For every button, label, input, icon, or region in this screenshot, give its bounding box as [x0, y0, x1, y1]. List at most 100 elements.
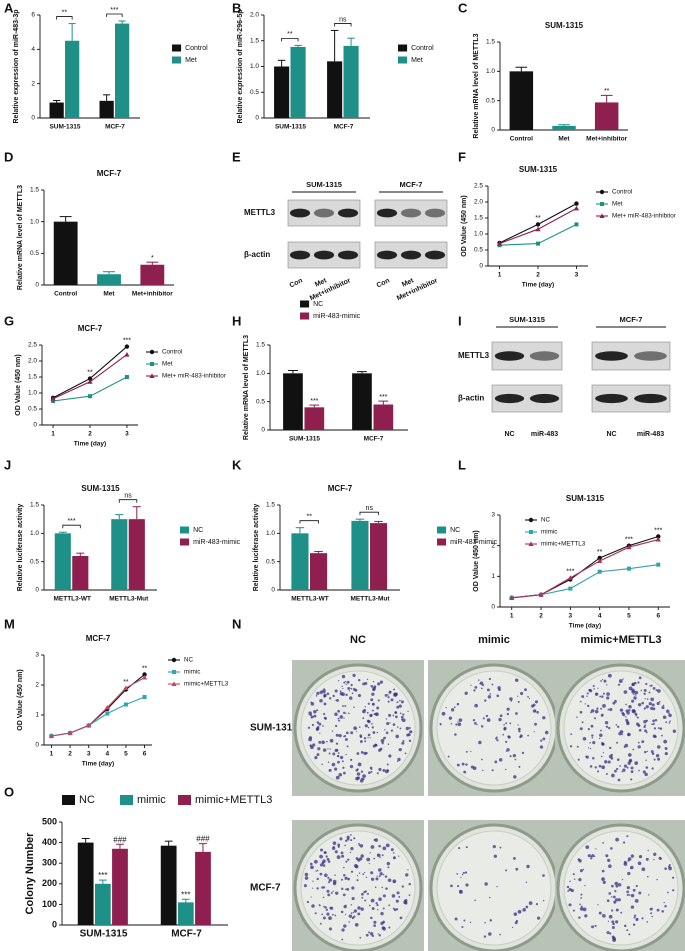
colony [470, 750, 472, 753]
x-axis-label: Time (day) [82, 761, 114, 768]
colony [397, 757, 401, 762]
y-axis-label: Relative mRNA level of METTL3 [17, 185, 24, 290]
colony [393, 880, 396, 883]
colony [615, 908, 619, 912]
x-tick-label: METTL3-WT [53, 596, 91, 603]
colony [388, 904, 391, 907]
point [538, 592, 544, 597]
colony [345, 683, 347, 686]
colony [402, 740, 405, 743]
bar [72, 556, 89, 590]
colony [601, 695, 604, 698]
colony [578, 859, 582, 863]
colony [585, 755, 589, 759]
colony [654, 719, 658, 722]
colony [606, 931, 610, 935]
colony [652, 687, 656, 690]
colony [666, 709, 670, 714]
colony [341, 705, 344, 707]
colony [652, 722, 655, 725]
colony [445, 706, 447, 709]
colony [399, 699, 401, 702]
y-axis-label: Relative expression of miR-296-5p [237, 10, 244, 124]
colony [505, 869, 508, 872]
colony [346, 680, 350, 684]
bar [195, 851, 211, 925]
blot-group-label: SUM-1315 [306, 180, 342, 189]
colony [615, 837, 619, 842]
bar [373, 404, 394, 430]
colony [441, 711, 446, 716]
colony [329, 738, 334, 743]
colony [587, 854, 591, 858]
y-tick-label: 2 [31, 80, 35, 87]
colony [370, 916, 373, 920]
colony [401, 718, 406, 723]
colony [598, 911, 602, 915]
colony [496, 739, 499, 742]
point [529, 530, 533, 534]
colony [392, 714, 395, 717]
blot-band [289, 208, 311, 218]
point [87, 376, 93, 381]
y-tick-label: 1.0 [256, 370, 265, 377]
legend-swatch [172, 56, 182, 64]
colony [488, 932, 492, 936]
colony [608, 892, 612, 895]
colony [503, 727, 507, 731]
significance: ns [124, 493, 132, 500]
colony [638, 769, 640, 772]
y-tick-label: 1 [35, 712, 39, 719]
colony [350, 758, 353, 762]
colony [394, 711, 398, 714]
colony [450, 884, 453, 888]
colony [596, 707, 599, 710]
colony [587, 728, 590, 731]
colony [316, 721, 320, 724]
colony [369, 737, 371, 739]
x-tick-label: METTL3-WT [291, 596, 329, 603]
colony [605, 854, 609, 858]
colony [614, 898, 619, 902]
colony [664, 905, 667, 908]
colony [362, 717, 365, 720]
colony [335, 775, 340, 780]
colony [324, 694, 326, 696]
colony [356, 730, 358, 732]
colony [373, 685, 377, 689]
colony [393, 693, 398, 697]
colony [644, 772, 648, 777]
colony [592, 684, 595, 688]
colony [630, 770, 634, 774]
colony [644, 724, 647, 727]
y-axis-label: Relative expression of miR-483-3p [13, 10, 20, 124]
colony [483, 935, 487, 938]
colony [464, 691, 468, 695]
colony [491, 683, 494, 686]
colony [341, 854, 345, 858]
colony [568, 903, 572, 907]
colony [384, 729, 386, 731]
significance-bracket [56, 16, 73, 20]
colony [366, 892, 370, 895]
significance: *** [625, 537, 633, 544]
colony [633, 694, 635, 696]
colony [498, 717, 502, 722]
colony [349, 764, 354, 769]
colony [648, 894, 650, 896]
colony [352, 911, 355, 914]
colony [626, 885, 630, 890]
colony [356, 772, 361, 776]
colony [314, 912, 317, 915]
colony [369, 852, 371, 854]
colony [584, 914, 588, 918]
colony [366, 857, 371, 862]
colony [345, 888, 347, 891]
colony [509, 722, 512, 725]
colony [649, 685, 651, 687]
colony [360, 770, 364, 773]
significance: *** [123, 337, 131, 344]
bar [370, 523, 388, 590]
colony [504, 768, 507, 771]
y-tick-label: 1.0 [486, 68, 495, 75]
